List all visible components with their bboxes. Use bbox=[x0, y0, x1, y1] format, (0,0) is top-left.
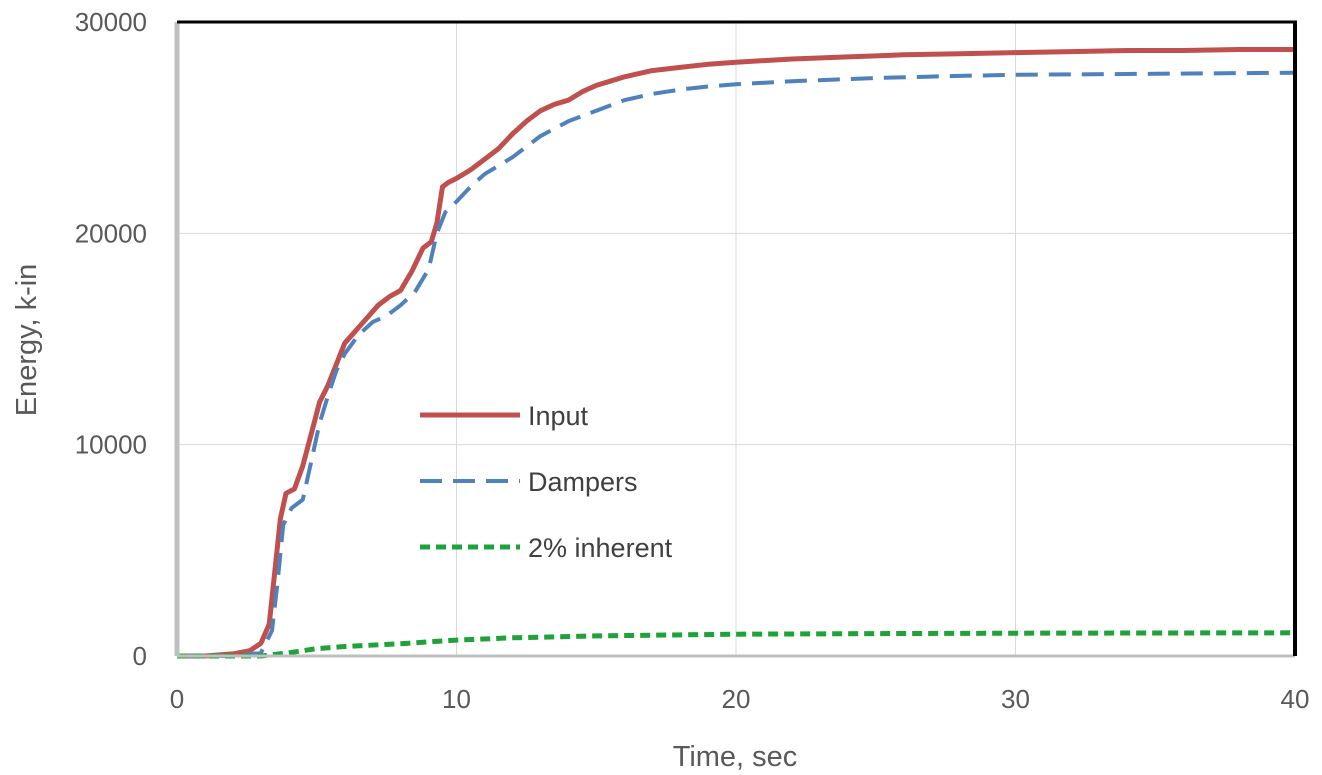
series-line-inherent bbox=[177, 630, 1296, 659]
legend-item-input: Input bbox=[420, 401, 589, 431]
y-tick-label: 30000 bbox=[75, 7, 147, 37]
x-axis-title: Time, sec bbox=[673, 741, 798, 773]
legend-label-dampers: Dampers bbox=[528, 467, 638, 497]
x-tick-label: 40 bbox=[1281, 684, 1310, 714]
y-tick-label: 10000 bbox=[75, 430, 147, 460]
legend-label-inherent: 2% inherent bbox=[528, 533, 673, 563]
y-tick-label: 20000 bbox=[75, 218, 147, 248]
y-axis-title: Energy, k-in bbox=[11, 264, 43, 417]
axes bbox=[174, 20, 1297, 658]
legend-item-inherent: 2% inherent bbox=[420, 533, 673, 563]
series-lines bbox=[177, 47, 1296, 659]
x-tick-label: 30 bbox=[1001, 684, 1030, 714]
legend-label-input: Input bbox=[528, 401, 589, 431]
y-tick-label: 0 bbox=[133, 641, 147, 671]
tick-labels: 0 10 20 30 40 0 10000 20000 30000 bbox=[75, 7, 1310, 714]
series-line-input bbox=[177, 47, 1295, 659]
x-tick-label: 20 bbox=[722, 684, 751, 714]
gridlines bbox=[177, 22, 1295, 656]
x-tick-label: 0 bbox=[170, 684, 184, 714]
x-tick-label: 10 bbox=[442, 684, 471, 714]
legend-item-dampers: Dampers bbox=[420, 467, 638, 497]
series-line-dampers bbox=[177, 70, 1296, 658]
legend: Input Dampers 2% inherent bbox=[420, 401, 673, 563]
